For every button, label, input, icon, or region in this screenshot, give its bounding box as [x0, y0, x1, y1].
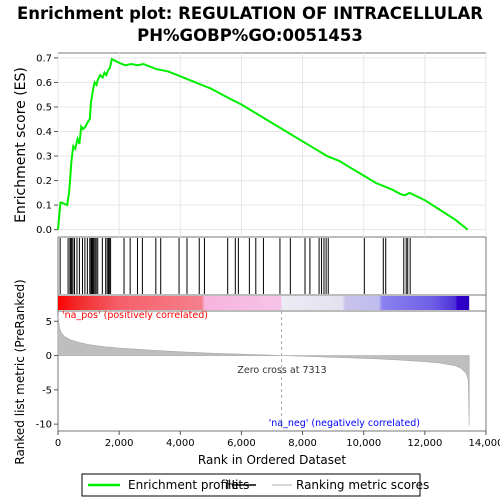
legend-enrichment-label: Enrichment profile — [128, 478, 239, 492]
positive-correlation-label: 'na_pos' (positively correlated) — [62, 310, 208, 321]
metric-y-tick-label: -10 — [36, 420, 52, 431]
es-y-tick-label: 0.0 — [36, 225, 52, 236]
x-tick-label: 6,000 — [227, 438, 256, 449]
x-tick-label: 2,000 — [105, 438, 134, 449]
es-gridlines — [57, 53, 487, 237]
es-y-tick-label: 0.6 — [36, 78, 52, 89]
legend: Enrichment profile Hits Ranking metric s… — [81, 473, 429, 497]
metric-panel — [57, 310, 487, 432]
metric-y-tick-label: 0 — [46, 351, 52, 362]
es-y-tick-label: 0.4 — [36, 127, 52, 138]
x-tick-label: 14,000 — [469, 438, 500, 449]
legend-metric-label: Ranking metric scores — [296, 478, 429, 492]
metric-y-tick-label: 5 — [46, 317, 52, 328]
ranking-metric-area — [57, 315, 470, 426]
metric-y-axis-label: Ranked list metric (PreRanked) — [13, 279, 27, 464]
es-y-axis-label: Enrichment score (ES) — [13, 67, 29, 223]
x-ticks: 0 2,000 4,000 6,000 8,000 10,000 12,000 14,000 — [55, 431, 500, 449]
es-y-tick-label: 0.3 — [36, 152, 52, 163]
x-tick-label: 12,000 — [407, 438, 442, 449]
es-y-tick-label: 0.2 — [36, 176, 52, 187]
es-y-tick-label: 0.5 — [36, 102, 52, 113]
enrichment-profile-line — [57, 57, 469, 231]
negative-correlation-label: 'na_neg' (negatively correlated) — [269, 418, 420, 429]
enrichment-profile-series — [57, 57, 469, 231]
es-y-ticks: 0.0 0.1 0.2 0.3 0.4 0.5 0.6 0.7 — [36, 53, 58, 236]
hits-series — [59, 238, 411, 294]
es-panel — [57, 52, 487, 238]
chart-title-line-2: PH%GOBP%GO:0051453 — [137, 26, 363, 45]
metric-y-tick-label: -5 — [42, 385, 52, 396]
metric-y-ticks: 5 0 -5 -10 — [36, 317, 58, 431]
ranking-metric-series — [57, 311, 470, 431]
rank-color-bar — [58, 296, 470, 310]
hits-panel — [57, 236, 487, 296]
es-y-tick-label: 0.7 — [36, 53, 52, 64]
x-tick-label: 8,000 — [288, 438, 317, 449]
zero-cross-label: Zero cross at 7313 — [237, 365, 326, 376]
rank-color-bar-fill — [58, 296, 470, 310]
x-tick-label: 0 — [55, 438, 61, 449]
es-y-tick-label: 0.1 — [36, 201, 52, 212]
x-tick-label: 10,000 — [346, 438, 381, 449]
x-axis-label: Rank in Ordered Dataset — [198, 453, 346, 467]
legend-hits-label: Hits — [226, 478, 249, 492]
x-tick-label: 4,000 — [166, 438, 195, 449]
chart-title-line-1: Enrichment plot: REGULATION OF INTRACELL… — [17, 4, 483, 23]
